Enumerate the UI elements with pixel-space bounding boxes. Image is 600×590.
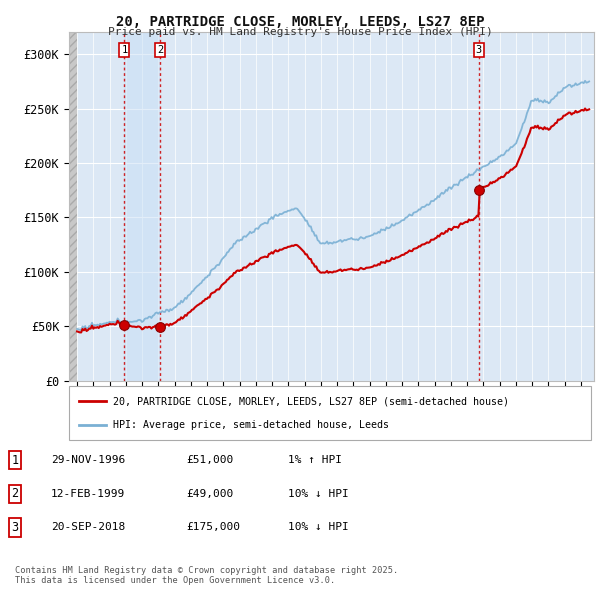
Text: 3: 3 (11, 521, 19, 534)
Text: 10% ↓ HPI: 10% ↓ HPI (288, 489, 349, 499)
Text: 1: 1 (121, 45, 128, 55)
Text: Contains HM Land Registry data © Crown copyright and database right 2025.
This d: Contains HM Land Registry data © Crown c… (15, 566, 398, 585)
Text: HPI: Average price, semi-detached house, Leeds: HPI: Average price, semi-detached house,… (113, 419, 389, 430)
Text: 20-SEP-2018: 20-SEP-2018 (51, 523, 125, 532)
Bar (124, 32, 160, 381)
Bar (69, 32, 77, 381)
Text: 20, PARTRIDGE CLOSE, MORLEY, LEEDS, LS27 8EP (semi-detached house): 20, PARTRIDGE CLOSE, MORLEY, LEEDS, LS27… (113, 396, 509, 407)
FancyBboxPatch shape (69, 386, 591, 440)
Text: 1% ↑ HPI: 1% ↑ HPI (288, 455, 342, 465)
Text: 10% ↓ HPI: 10% ↓ HPI (288, 523, 349, 532)
Text: 12-FEB-1999: 12-FEB-1999 (51, 489, 125, 499)
Text: Price paid vs. HM Land Registry's House Price Index (HPI): Price paid vs. HM Land Registry's House … (107, 27, 493, 37)
Text: £49,000: £49,000 (186, 489, 233, 499)
Text: 20, PARTRIDGE CLOSE, MORLEY, LEEDS, LS27 8EP: 20, PARTRIDGE CLOSE, MORLEY, LEEDS, LS27… (116, 15, 484, 29)
Text: 2: 2 (157, 45, 163, 55)
Text: 29-NOV-1996: 29-NOV-1996 (51, 455, 125, 465)
Text: £51,000: £51,000 (186, 455, 233, 465)
Text: 2: 2 (11, 487, 19, 500)
Text: 3: 3 (476, 45, 482, 55)
Text: £175,000: £175,000 (186, 523, 240, 532)
Text: 1: 1 (11, 454, 19, 467)
